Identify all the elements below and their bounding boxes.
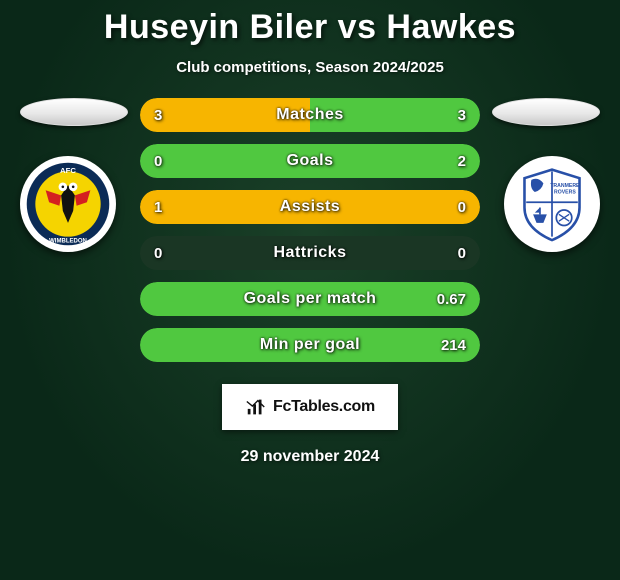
club-crest-left-icon: AFC WIMBLEDON	[25, 161, 111, 247]
svg-text:TRANMERE: TRANMERE	[550, 183, 580, 189]
page-subtitle: Club competitions, Season 2024/2025	[0, 59, 620, 76]
svg-text:AFC: AFC	[60, 166, 76, 175]
stat-row: 02Goals	[140, 144, 480, 178]
stat-label: Goals	[140, 152, 480, 170]
club-crest-left: AFC WIMBLEDON	[20, 156, 116, 252]
stat-row: 10Assists	[140, 190, 480, 224]
source-logo-text: FcTables.com	[273, 398, 375, 416]
chart-icon	[245, 396, 267, 418]
date-label: 29 november 2024	[0, 448, 620, 466]
stat-row: 00Hattricks	[140, 236, 480, 270]
stat-label: Goals per match	[140, 290, 480, 308]
svg-text:WIMBLEDON: WIMBLEDON	[49, 239, 87, 245]
club-crest-right-icon: TRANMERE ROVERS	[509, 161, 595, 247]
player-badge-left	[20, 98, 128, 126]
stats-table: 33Matches 02Goals 10Assists 00Hattricks 0.67…	[140, 98, 480, 362]
page-title: Huseyin Biler vs Hawkes	[0, 8, 620, 47]
stat-label: Min per goal	[140, 336, 480, 354]
stat-row: 214Min per goal	[140, 328, 480, 362]
club-crest-right: TRANMERE ROVERS	[504, 156, 600, 252]
stat-row: 0.67Goals per match	[140, 282, 480, 316]
stat-row: 33Matches	[140, 98, 480, 132]
player-badge-right	[492, 98, 600, 126]
stat-label: Matches	[140, 106, 480, 124]
source-logo: FcTables.com	[222, 384, 398, 430]
stat-label: Hattricks	[140, 244, 480, 262]
svg-text:ROVERS: ROVERS	[554, 190, 576, 196]
stat-label: Assists	[140, 198, 480, 216]
